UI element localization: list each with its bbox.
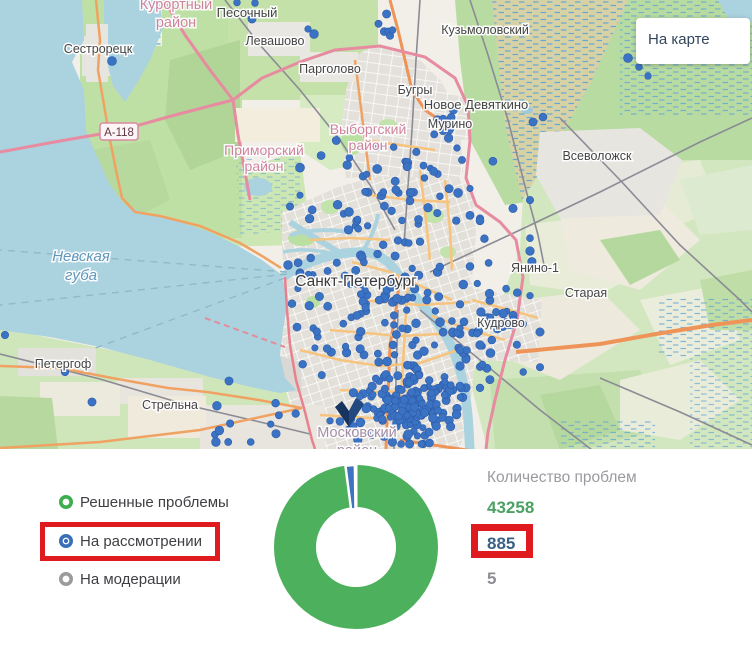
svg-text:Сестрорецк: Сестрорецк xyxy=(64,42,133,56)
svg-text:Санкт-Петербург: Санкт-Петербург xyxy=(295,273,417,290)
svg-text:район: район xyxy=(337,443,377,449)
svg-text:Парголово: Парголово xyxy=(299,62,361,76)
svg-text:Новое Девяткино: Новое Девяткино xyxy=(424,97,529,112)
svg-text:Старая: Старая xyxy=(565,286,607,300)
svg-text:район: район xyxy=(156,15,196,31)
svg-text:Песочный: Песочный xyxy=(217,5,278,20)
svg-text:Всеволожск: Всеволожск xyxy=(562,149,632,163)
svg-text:Мурино: Мурино xyxy=(428,117,473,131)
svg-text:Кудрово: Кудрово xyxy=(477,316,525,330)
svg-text:Приморский: Приморский xyxy=(224,142,304,158)
svg-text:Выборгский: Выборгский xyxy=(330,121,407,137)
svg-text:Левашово: Левашово xyxy=(245,34,304,48)
svg-text:Московский: Московский xyxy=(317,425,396,441)
svg-text:А-118: А-118 xyxy=(104,127,134,139)
svg-text:Янино-1: Янино-1 xyxy=(511,261,559,275)
svg-text:район: район xyxy=(245,158,284,174)
svg-text:район: район xyxy=(349,137,388,153)
svg-text:Невская: Невская xyxy=(52,248,110,265)
svg-text:Стрельна: Стрельна xyxy=(142,398,198,412)
svg-text:Кузьмоловский: Кузьмоловский xyxy=(441,23,529,37)
svg-text:Петергоф: Петергоф xyxy=(35,357,92,371)
svg-text:Курортный: Курортный xyxy=(140,0,213,13)
svg-text:губа: губа xyxy=(65,267,97,284)
svg-text:Бугры: Бугры xyxy=(398,83,433,97)
